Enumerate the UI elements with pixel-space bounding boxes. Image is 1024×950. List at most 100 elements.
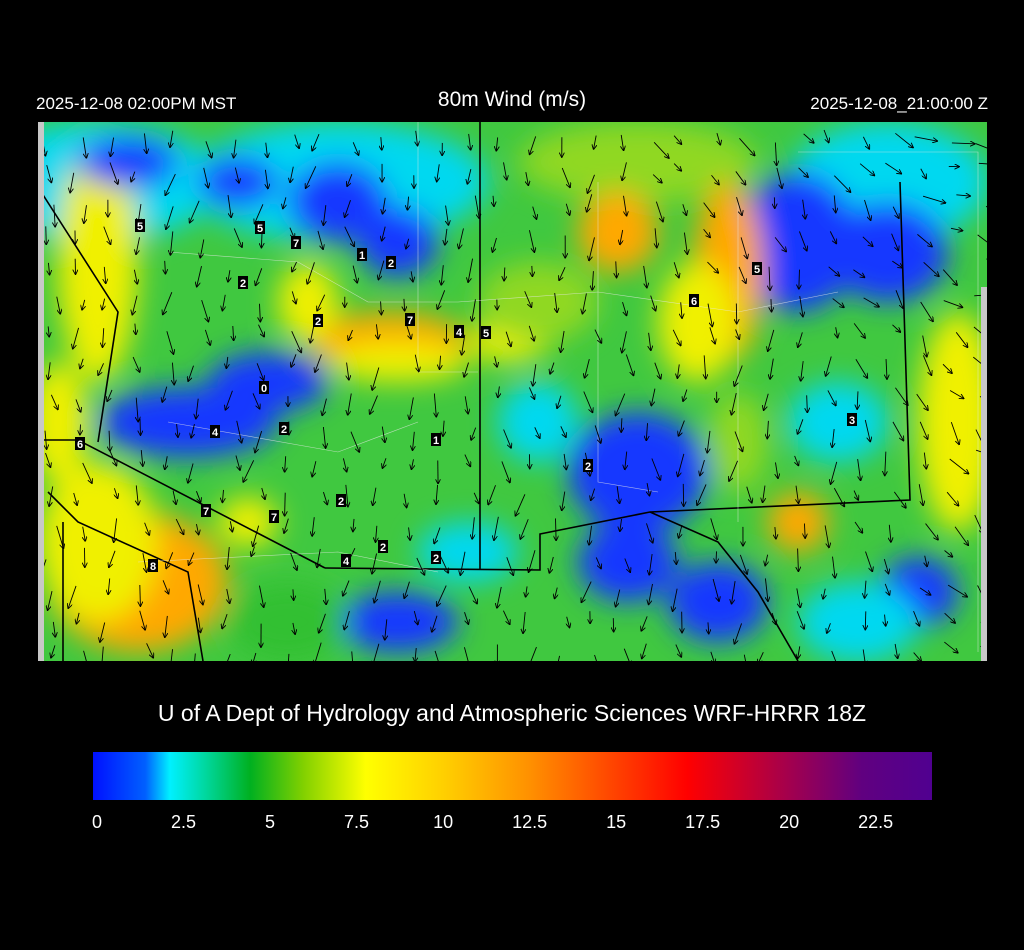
wind-speed-patch bbox=[288, 162, 388, 242]
wind-arrow bbox=[975, 143, 987, 149]
svg-text:7: 7 bbox=[407, 315, 413, 327]
wind-arrow bbox=[823, 129, 829, 142]
wind-arrow bbox=[642, 643, 647, 659]
wind-arrow bbox=[949, 390, 963, 398]
svg-text:2: 2 bbox=[338, 496, 344, 508]
wind-arrow bbox=[567, 616, 570, 628]
svg-text:7: 7 bbox=[271, 512, 277, 524]
wind-arrow bbox=[515, 494, 526, 515]
wind-arrow bbox=[132, 356, 140, 372]
wind-arrow bbox=[411, 459, 413, 469]
wind-arrow bbox=[622, 331, 627, 352]
wind-arrow bbox=[853, 323, 865, 337]
wind-arrow bbox=[892, 260, 902, 268]
wind-arrow bbox=[51, 645, 56, 657]
wind-arrow bbox=[227, 588, 230, 603]
wind-arrow bbox=[290, 166, 294, 183]
wind-arrow bbox=[529, 550, 536, 572]
station-label: 5 bbox=[481, 326, 491, 340]
wind-arrow bbox=[464, 362, 469, 377]
wind-arrow bbox=[768, 329, 775, 351]
wind-arrow bbox=[561, 330, 565, 352]
wind-arrow bbox=[200, 239, 205, 257]
wind-arrow bbox=[102, 298, 104, 310]
wind-arrow bbox=[864, 199, 871, 220]
wind-arrow bbox=[738, 266, 746, 283]
wind-arrow bbox=[136, 485, 138, 504]
wind-map: 5 5 7 1 2 2 2 7 4 5 6 5 0 4 2 1 3 6 2 2 7 7 2 4 2 8 bbox=[38, 122, 987, 661]
station-label: 4 bbox=[210, 425, 220, 439]
utc-time: 2025-12-08_21:00:00 Z bbox=[810, 94, 988, 113]
wind-arrow bbox=[436, 484, 438, 504]
wind-arrow bbox=[45, 430, 47, 449]
wind-arrow bbox=[315, 354, 322, 372]
wind-arrow bbox=[196, 491, 200, 502]
wind-arrow bbox=[144, 133, 146, 153]
wind-speed-patch bbox=[578, 522, 678, 602]
station-label: 7 bbox=[269, 510, 279, 524]
wind-arrow bbox=[502, 610, 509, 624]
station-label: 2 bbox=[378, 540, 388, 554]
wind-arrow bbox=[348, 393, 352, 414]
wind-speed-patch bbox=[78, 137, 178, 187]
wind-arrow bbox=[372, 553, 377, 574]
wind-arrow bbox=[677, 364, 679, 378]
wind-arrow bbox=[678, 453, 685, 476]
wind-arrow bbox=[798, 332, 803, 347]
wind-arrow bbox=[100, 622, 106, 641]
wind-arrow bbox=[555, 587, 558, 599]
wind-arrow bbox=[564, 453, 566, 470]
wind-arrow bbox=[162, 580, 168, 593]
wind-speed-patch bbox=[768, 492, 828, 552]
wind-arrow bbox=[767, 420, 768, 438]
wind-arrow bbox=[589, 237, 595, 260]
wind-arrow bbox=[865, 611, 866, 629]
wind-arrow bbox=[956, 195, 970, 196]
wind-arrow bbox=[166, 206, 174, 229]
wind-arrow bbox=[616, 393, 626, 416]
wind-arrow bbox=[920, 168, 926, 179]
station-label: 4 bbox=[454, 325, 464, 339]
wind-arrow bbox=[919, 587, 930, 595]
wind-speed-patch bbox=[568, 412, 708, 532]
wind-arrow bbox=[109, 162, 118, 183]
wind-arrow bbox=[833, 175, 850, 192]
wind-arrow bbox=[798, 167, 808, 177]
wind-arrow bbox=[625, 451, 627, 470]
wind-arrow bbox=[557, 395, 562, 408]
wind-arrow bbox=[416, 557, 425, 575]
wind-arrow bbox=[799, 296, 803, 316]
wind-arrow bbox=[222, 613, 228, 628]
wind-arrow bbox=[895, 387, 907, 405]
wind-arrow bbox=[472, 517, 474, 538]
wind-arrow bbox=[594, 329, 601, 343]
wind-arrow bbox=[895, 289, 903, 308]
wind-arrow bbox=[895, 132, 913, 147]
wind-arrow bbox=[446, 205, 449, 225]
wind-arrow bbox=[284, 518, 289, 533]
wind-arrow bbox=[347, 362, 349, 380]
wind-arrow bbox=[944, 550, 953, 556]
wind-speed-patch bbox=[668, 562, 768, 642]
station-label: 7 bbox=[291, 236, 301, 250]
wind-arrow bbox=[763, 485, 765, 503]
wind-arrow bbox=[434, 393, 436, 417]
wind-arrow bbox=[647, 483, 649, 495]
wind-arrow bbox=[620, 229, 623, 244]
wind-arrow bbox=[323, 426, 325, 448]
wind-arrow bbox=[292, 261, 297, 271]
wind-arrow bbox=[312, 461, 317, 476]
wind-arrow bbox=[496, 137, 497, 150]
wind-arrow bbox=[765, 554, 767, 566]
wind-arrow bbox=[734, 623, 742, 643]
wind-arrow bbox=[234, 167, 239, 183]
wind-arrow bbox=[437, 164, 440, 181]
wind-arrow bbox=[673, 262, 679, 277]
station-label: 2 bbox=[336, 494, 346, 508]
wind-speed-patch bbox=[738, 172, 858, 312]
wind-arrow bbox=[710, 651, 715, 661]
wind-arrow bbox=[171, 649, 173, 661]
wind-arrow bbox=[891, 233, 899, 251]
wind-arrow bbox=[406, 238, 409, 249]
station-label: 2 bbox=[431, 551, 441, 565]
